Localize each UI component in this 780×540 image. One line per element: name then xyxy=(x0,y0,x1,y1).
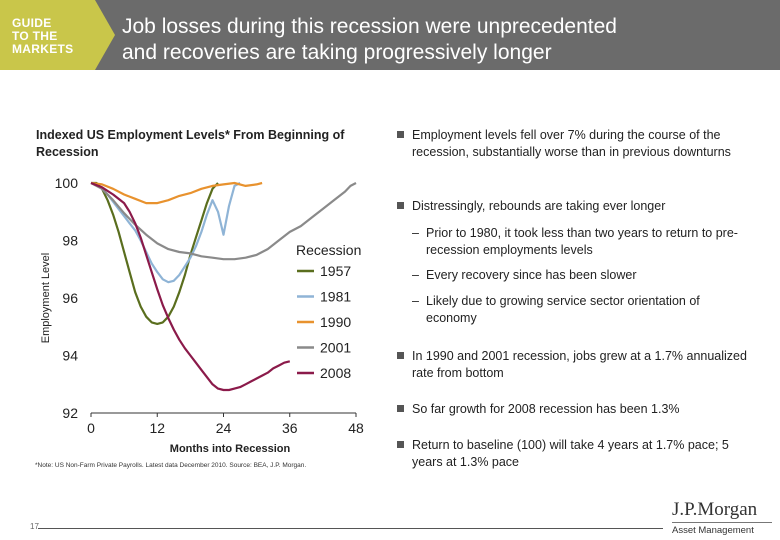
chart-title: Indexed US Employment Levels* From Begin… xyxy=(36,128,345,159)
bullet-text: Return to baseline (100) will take 4 yea… xyxy=(412,438,729,469)
header-banner: GUIDE TO THE MARKETS Job losses during t… xyxy=(0,0,780,70)
y-tick-label: 96 xyxy=(62,290,78,306)
badge-line: TO THE xyxy=(12,29,58,43)
bullet-marker xyxy=(397,441,404,448)
bullet-marker xyxy=(397,131,404,138)
series-line-2008 xyxy=(90,181,291,392)
bullet-marker xyxy=(397,202,404,209)
legend-label-1990: 1990 xyxy=(320,314,351,330)
logo-wordmark: J.P.Morgan xyxy=(672,499,758,520)
x-tick-label: 36 xyxy=(282,420,298,436)
slide-title: Job losses during this recession were un… xyxy=(122,14,617,66)
sub-bullet-text: Likely due to growing service sector ori… xyxy=(426,294,700,325)
legend-label-2001: 2001 xyxy=(320,340,351,356)
sub-bullet-marker: – xyxy=(412,268,419,282)
guide-badge xyxy=(0,0,115,70)
y-tick-label: 98 xyxy=(62,233,78,249)
jpmorgan-logo: J.P.Morgan Asset Management xyxy=(672,499,772,536)
footnote: *Note: US Non-Farm Private Payrolls. Lat… xyxy=(35,462,307,469)
page-number: 17 xyxy=(30,522,39,531)
logo-subtitle: Asset Management xyxy=(672,522,772,536)
legend-title: Recession xyxy=(296,242,361,258)
series-line-1990 xyxy=(90,181,263,205)
x-tick-label: 24 xyxy=(216,420,232,436)
y-axis-label: Employment Level xyxy=(40,253,52,344)
legend-label-2008: 2008 xyxy=(320,365,351,381)
legend-label-1957: 1957 xyxy=(320,263,351,279)
bullet-marker xyxy=(397,352,404,359)
sub-bullet-text: Prior to 1980, it took less than two yea… xyxy=(426,226,738,257)
bullet-text: Employment levels fell over 7% during th… xyxy=(412,128,731,159)
y-tick-label: 100 xyxy=(55,175,79,191)
x-tick-label: 48 xyxy=(348,420,364,436)
footer-divider xyxy=(38,528,663,529)
sub-bullet-marker: – xyxy=(412,226,419,240)
badge-line: GUIDE xyxy=(12,16,52,30)
sub-bullet-text: Every recovery since has been slower xyxy=(426,268,637,282)
x-axis-label: Months into Recession xyxy=(170,443,291,455)
title-line: and recoveries are taking progressively … xyxy=(122,41,552,64)
sub-bullet-marker: – xyxy=(412,294,419,308)
x-tick-label: 0 xyxy=(87,420,95,436)
bullet-text: So far growth for 2008 recession has bee… xyxy=(412,402,680,416)
legend-label-1981: 1981 xyxy=(320,289,351,305)
series-line-1957 xyxy=(91,181,219,325)
bullet-text: In 1990 and 2001 recession, jobs grew at… xyxy=(412,349,747,380)
bullet-text: Distressingly, rebounds are taking ever … xyxy=(412,199,666,213)
y-tick-label: 94 xyxy=(62,348,78,364)
y-tick-label: 92 xyxy=(62,405,78,421)
bullet-marker xyxy=(397,405,404,412)
x-tick-label: 12 xyxy=(149,420,165,436)
guide-badge-text: GUIDE TO THE MARKETS xyxy=(12,17,73,56)
badge-line: MARKETS xyxy=(12,42,74,56)
series-line-1981 xyxy=(90,181,241,284)
title-line: Job losses during this recession were un… xyxy=(122,15,617,38)
